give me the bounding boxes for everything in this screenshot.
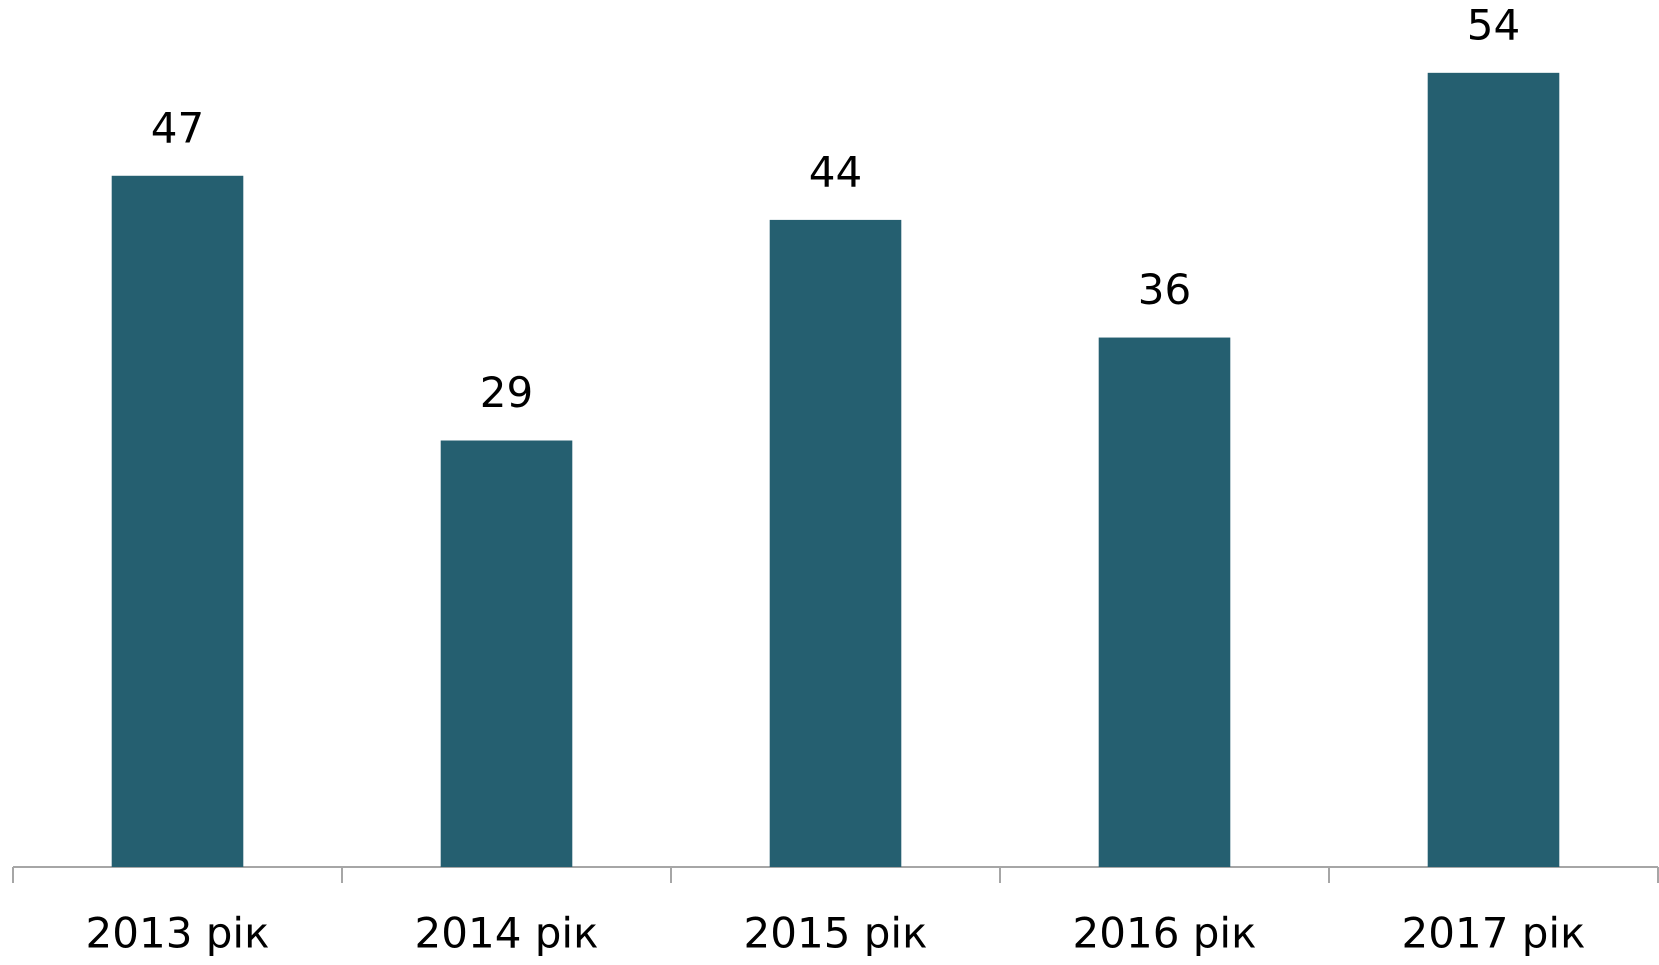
data-label: 54 [1467, 0, 1520, 49]
x-tick-label: 2015 рік [744, 909, 928, 958]
x-tick-label: 2014 рік [415, 909, 599, 958]
data-label: 44 [809, 147, 862, 196]
x-tick-label: 2016 рік [1073, 909, 1257, 958]
x-tick-label: 2013 рік [86, 909, 270, 958]
bar [769, 219, 902, 867]
data-label: 36 [1138, 265, 1191, 314]
data-label: 29 [480, 368, 533, 417]
bar [1098, 337, 1231, 867]
data-label: 47 [151, 103, 204, 152]
bar [1427, 72, 1560, 868]
bar [111, 175, 244, 867]
bar [440, 440, 573, 867]
x-tick-label: 2017 рік [1402, 909, 1586, 958]
